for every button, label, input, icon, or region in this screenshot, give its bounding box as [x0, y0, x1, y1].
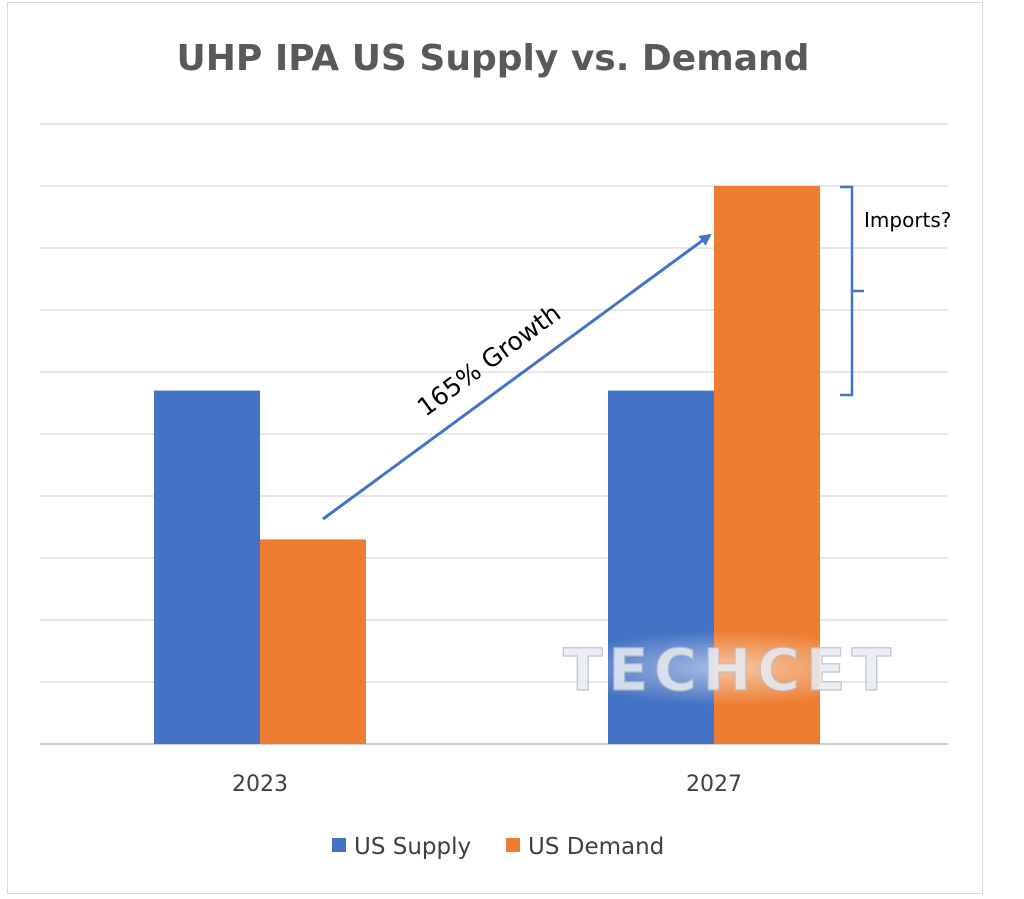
watermark: TECHCET: [563, 636, 897, 704]
legend-swatch-us-demand: [506, 838, 520, 852]
x-tick-label: 2023: [232, 772, 288, 797]
x-axis-ticks: 2023 2027: [232, 772, 742, 797]
growth-arrow: [322, 233, 712, 521]
bar-us-supply-2023: [154, 390, 260, 744]
chart-title: UHP IPA US Supply vs. Demand: [177, 38, 810, 79]
imports-annotation: Imports?: [864, 208, 951, 232]
legend-label-us-demand: US Demand: [528, 834, 664, 860]
watermark-glow: [560, 630, 900, 706]
legend-label-us-supply: US Supply: [354, 834, 471, 860]
growth-annotation: 165% Growth: [412, 298, 566, 422]
legend-swatch-us-supply: [332, 838, 346, 852]
legend: US Supply US Demand: [332, 834, 664, 860]
watermark-group: TECHCET: [560, 630, 900, 706]
imports-bracket: [840, 185, 864, 397]
x-tick-label: 2027: [686, 772, 742, 797]
bar-us-demand-2023: [260, 539, 366, 744]
